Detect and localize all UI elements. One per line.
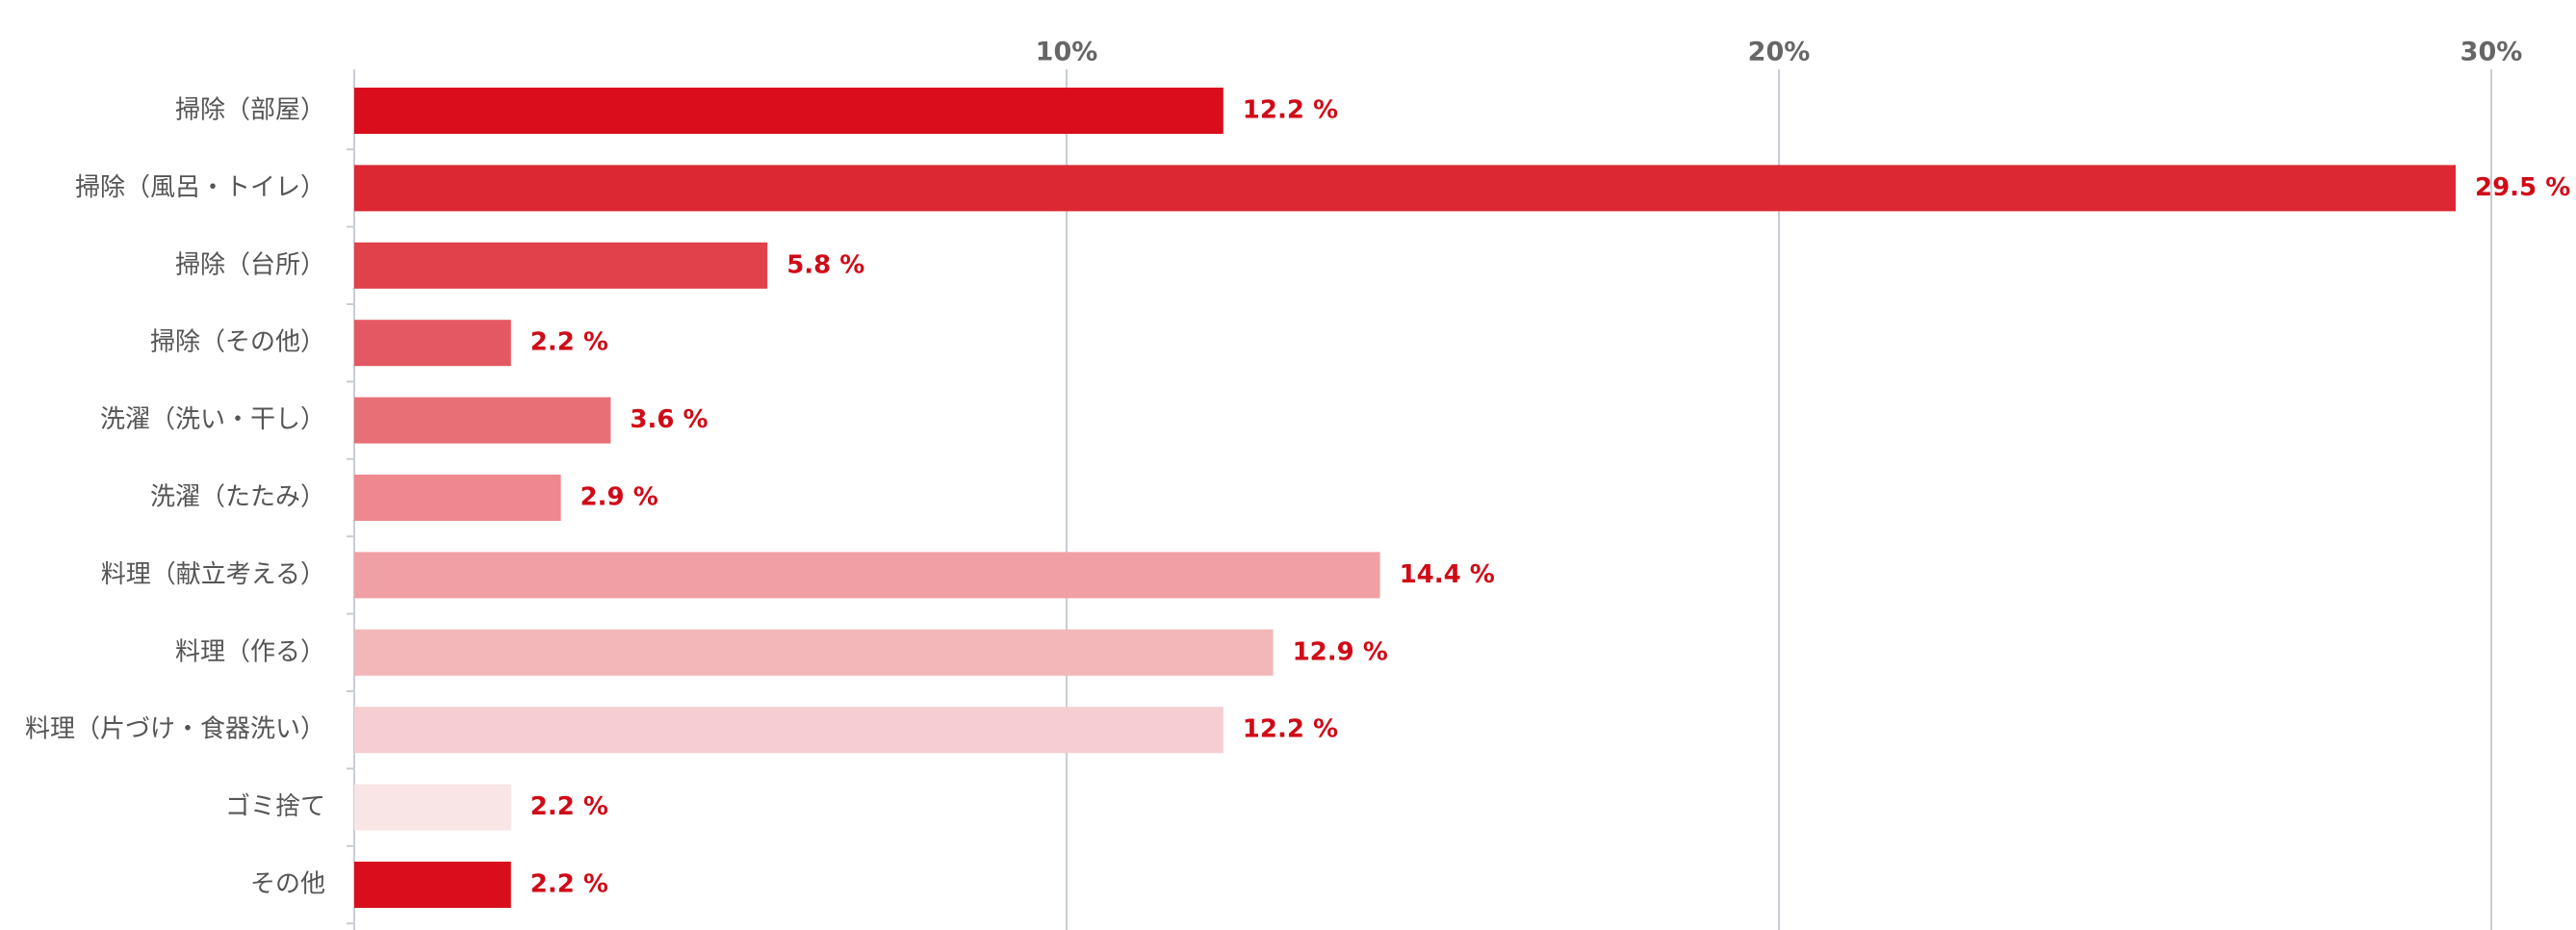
y-tick-label: 掃除（その他） <box>150 328 325 357</box>
bar <box>354 784 511 831</box>
y-tick-label: 掃除（風呂・トイレ） <box>75 173 325 202</box>
value-label: 2.2 % <box>530 328 608 357</box>
value-label: 2.9 % <box>580 483 658 512</box>
value-label: 14.4 % <box>1400 560 1495 589</box>
value-label: 5.8 % <box>786 250 864 279</box>
x-tick-label: 20% <box>1748 38 1811 67</box>
value-label: 2.2 % <box>530 870 608 899</box>
y-tick-label: 掃除（部屋） <box>175 96 325 125</box>
y-tick-label: 料理（献立考える） <box>101 560 325 589</box>
value-label: 12.2 % <box>1243 96 1338 125</box>
y-tick-label: ゴミ捨て <box>225 792 325 821</box>
y-tick-label: 料理（片づけ・食器洗い） <box>25 715 325 744</box>
y-tick-label: 洗濯（たたみ） <box>150 483 325 512</box>
bar <box>354 242 768 289</box>
bar <box>354 320 511 367</box>
bar <box>354 475 561 521</box>
bar <box>354 165 2456 212</box>
value-label: 29.5 % <box>2475 173 2570 202</box>
value-label: 12.2 % <box>1243 715 1338 744</box>
bar <box>354 88 1224 134</box>
bar <box>354 397 611 444</box>
y-tick-label: 洗濯（洗い・干し） <box>100 405 325 434</box>
x-tick-label: 10% <box>1036 38 1098 67</box>
y-tick-label: 料理（作る） <box>175 637 325 666</box>
y-tick-label: その他 <box>250 870 325 899</box>
bar <box>354 707 1224 754</box>
bar <box>354 629 1274 676</box>
value-label: 12.9 % <box>1293 637 1388 666</box>
y-tick-label: 掃除（台所） <box>175 250 325 279</box>
bar <box>354 552 1380 599</box>
value-label: 2.2 % <box>530 792 608 821</box>
x-tick-label: 30% <box>2460 38 2523 67</box>
value-label: 3.6 % <box>630 405 708 434</box>
bar <box>354 862 511 908</box>
